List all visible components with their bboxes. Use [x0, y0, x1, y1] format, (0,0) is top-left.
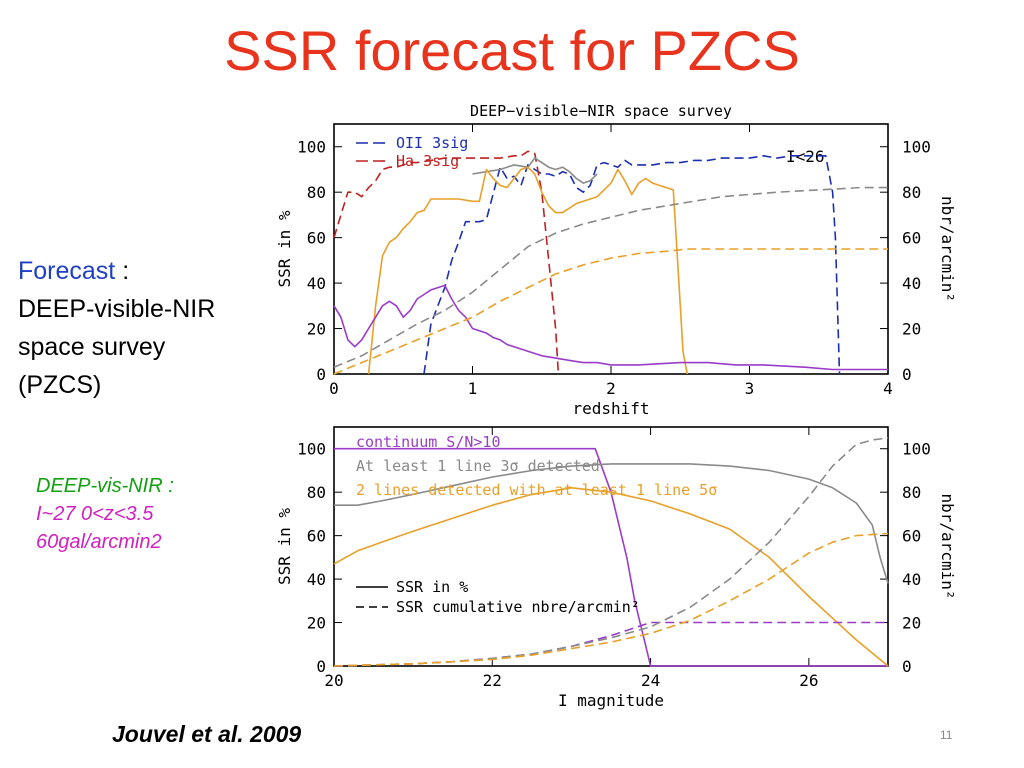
plot-frame — [333, 426, 889, 667]
deep-survey-params: DEEP-vis-NIR : I~27 0<z<3.5 60gal/arcmin… — [36, 472, 174, 556]
y2-tick-label: 100 — [902, 138, 931, 157]
legend-label: continuum S/N>10 — [356, 433, 501, 451]
forecast-line: (PZCS) — [18, 371, 102, 399]
y2-tick-label: 0 — [902, 365, 912, 384]
y-tick-label: 100 — [297, 440, 326, 459]
y2-tick-label: 20 — [902, 614, 921, 633]
slide-number: 11 — [940, 728, 953, 742]
series-line — [333, 486, 889, 667]
y-tick-label: 0 — [316, 657, 326, 676]
series-line — [333, 248, 888, 375]
y2-axis-label: nbr/arcmin² — [938, 494, 957, 600]
series-line — [367, 166, 688, 375]
y-tick-label: 80 — [307, 183, 326, 202]
deep-line: DEEP-vis-NIR : — [36, 475, 174, 497]
y-axis-label: SSR in % — [275, 508, 294, 585]
forecast-heading: Forecast : — [18, 252, 215, 290]
y-tick-label: 100 — [297, 138, 326, 157]
x-axis-label: redshift — [572, 399, 649, 418]
series-line — [333, 621, 888, 667]
y2-tick-label: 60 — [902, 229, 921, 248]
x-tick-label: 3 — [745, 379, 755, 398]
x-axis-label: I magnitude — [558, 691, 664, 710]
y-tick-label: 80 — [307, 483, 326, 502]
y2-tick-label: 40 — [902, 274, 921, 293]
y2-tick-label: 60 — [902, 527, 921, 546]
y-tick-label: 20 — [307, 614, 326, 633]
x-tick-label: 26 — [799, 671, 818, 690]
legend-label: OII 3sig — [396, 134, 468, 152]
y-tick-label: 60 — [307, 527, 326, 546]
y-tick-label: 0 — [316, 365, 326, 384]
forecast-keyword: Forecast — [18, 257, 116, 285]
y2-axis-label: nbr/arcmin² — [938, 196, 957, 302]
y-tick-label: 60 — [307, 229, 326, 248]
legend-label: Ha 3sig — [396, 152, 459, 170]
x-tick-label: 0 — [329, 379, 339, 398]
forecast-text: Forecast : DEEP-visible-NIR space survey… — [18, 252, 215, 404]
series-line — [333, 284, 888, 371]
y2-tick-label: 80 — [902, 483, 921, 502]
legend-style-label: SSR cumulative nbre/arcmin² — [396, 598, 640, 616]
x-tick-label: 2 — [606, 379, 616, 398]
slide-title: SSR forecast for PZCS — [224, 19, 800, 82]
series-line — [333, 150, 560, 375]
series-line — [334, 447, 888, 667]
series-line — [333, 532, 889, 667]
citation: Jouvel et al. 2009 — [112, 721, 302, 747]
y-axis-label: SSR in % — [275, 210, 294, 287]
series-line — [423, 155, 841, 375]
series-line — [334, 463, 889, 584]
y2-tick-label: 40 — [902, 570, 921, 589]
deep-line: I~27 0<z<3.5 — [36, 503, 154, 525]
deep-line: 60gal/arcmin2 — [36, 531, 162, 553]
x-tick-label: 4 — [883, 379, 893, 398]
legend-style-label: SSR in % — [396, 578, 468, 596]
legend-label: At least 1 line 3σ detected — [356, 457, 600, 475]
forecast-line: DEEP-visible-NIR — [18, 295, 216, 323]
forecast-line: space survey — [18, 333, 166, 361]
x-tick-label: 1 — [468, 379, 478, 398]
series-line — [472, 157, 598, 184]
x-tick-label: 22 — [483, 671, 502, 690]
chart-title: DEEP−visible−NIR space survey — [470, 102, 732, 120]
y2-tick-label: 0 — [902, 657, 912, 676]
y-tick-label: 40 — [307, 570, 326, 589]
legend-label: 2 lines detected with at least 1 line 5σ — [356, 481, 717, 499]
y-tick-label: 40 — [307, 274, 326, 293]
y2-tick-label: 100 — [902, 440, 931, 459]
y2-tick-label: 80 — [902, 183, 921, 202]
forecast-colon: : — [115, 257, 130, 285]
y-tick-label: 20 — [307, 320, 326, 339]
y2-tick-label: 20 — [902, 320, 921, 339]
x-tick-label: 20 — [324, 671, 343, 690]
x-tick-label: 24 — [641, 671, 660, 690]
